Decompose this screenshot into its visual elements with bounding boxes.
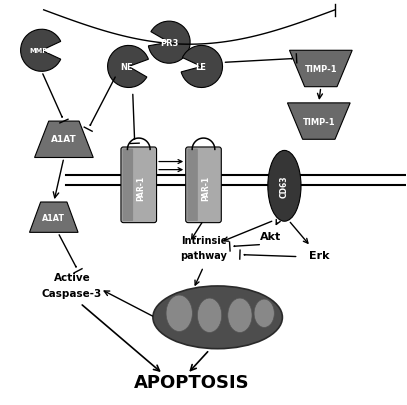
Wedge shape — [149, 22, 190, 64]
Wedge shape — [107, 46, 149, 88]
Text: Erk: Erk — [309, 250, 329, 260]
FancyBboxPatch shape — [123, 149, 133, 222]
Polygon shape — [30, 202, 78, 233]
Text: PR3: PR3 — [160, 38, 178, 47]
Wedge shape — [21, 30, 61, 72]
Text: NE: NE — [121, 63, 133, 72]
Text: A1AT: A1AT — [51, 135, 77, 144]
Text: LE: LE — [195, 63, 206, 72]
Ellipse shape — [254, 299, 274, 328]
FancyBboxPatch shape — [121, 147, 157, 223]
Text: PAR-1: PAR-1 — [136, 176, 145, 201]
Text: TIMP-1: TIMP-1 — [302, 117, 335, 126]
Text: Intrinsic: Intrinsic — [181, 236, 226, 246]
Ellipse shape — [166, 295, 193, 332]
Text: CD63: CD63 — [280, 175, 289, 198]
Text: Akt: Akt — [260, 232, 281, 242]
Text: APOPTOSIS: APOPTOSIS — [133, 373, 249, 391]
Ellipse shape — [197, 298, 222, 333]
Text: MMPs: MMPs — [29, 48, 51, 54]
Wedge shape — [181, 46, 223, 88]
Ellipse shape — [153, 286, 282, 349]
Text: Active: Active — [54, 272, 90, 282]
Text: pathway: pathway — [180, 250, 227, 260]
FancyBboxPatch shape — [187, 149, 198, 222]
Text: A1AT: A1AT — [42, 213, 65, 222]
Text: Caspase-3: Caspase-3 — [42, 288, 102, 298]
Text: PAR-1: PAR-1 — [201, 176, 210, 201]
Ellipse shape — [268, 151, 301, 222]
Ellipse shape — [228, 298, 252, 333]
FancyBboxPatch shape — [186, 147, 221, 223]
Polygon shape — [35, 122, 93, 158]
Polygon shape — [289, 51, 352, 87]
Text: TIMP-1: TIMP-1 — [304, 65, 337, 74]
Polygon shape — [287, 104, 350, 140]
